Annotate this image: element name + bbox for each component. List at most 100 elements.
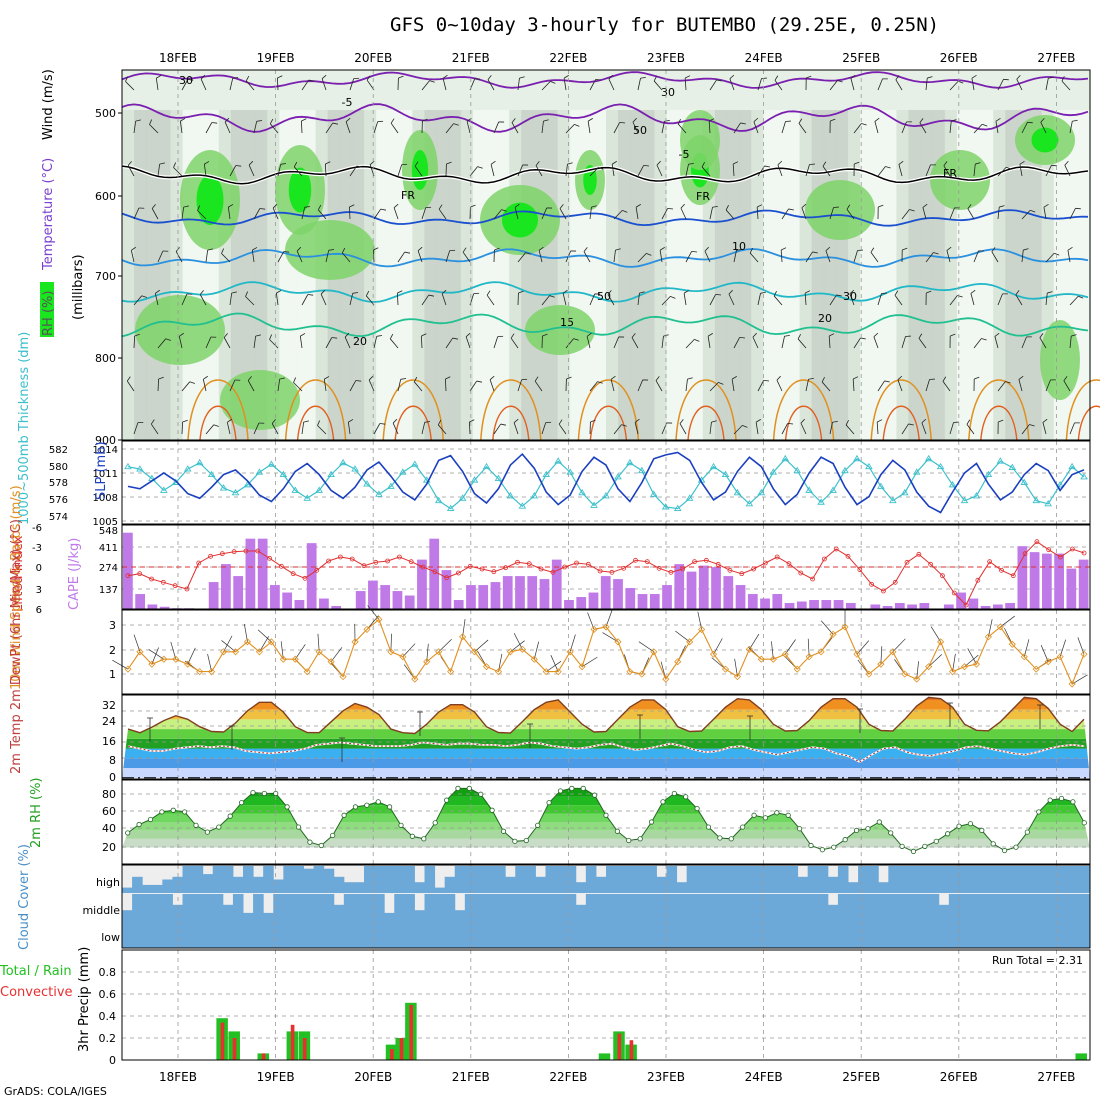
wind-barb-flag [643, 165, 650, 167]
cloud-cell [555, 866, 567, 893]
wind-barb-flag [611, 161, 617, 165]
wind-barb-staff [757, 78, 762, 91]
wind-barb [202, 375, 208, 392]
wind-10m-barb-staff [1023, 639, 1030, 657]
cloud-cell [908, 921, 920, 948]
precip-conv-bar [290, 1024, 295, 1060]
wind-barb-flag [211, 122, 218, 124]
wind-barb-flag [608, 74, 613, 80]
wind-10m-barb-staff [928, 654, 943, 667]
pressure-tick-label: 900 [95, 434, 116, 447]
wind-barb-staff [677, 123, 687, 134]
wind-barb-flag [684, 75, 691, 79]
wind-barb [563, 75, 569, 91]
rh-point [489, 807, 495, 813]
temp-ylabel: 2m Temp 2m DewPt (6hr Min/Max) (°C) [9, 519, 24, 774]
wind-barb-staff [247, 380, 255, 392]
wind-barb [922, 203, 928, 220]
cloud-cell [333, 904, 345, 921]
wind-barb [565, 123, 580, 134]
cloud-cell [525, 866, 536, 893]
wind-10m-point [972, 660, 981, 668]
rh-point [387, 804, 393, 810]
wind-barb-staff [248, 164, 255, 177]
precip-conv-bar [261, 1053, 266, 1060]
wind-10m-barb-staff [820, 620, 834, 635]
wind-barb [781, 208, 794, 220]
cloud-cell [273, 894, 284, 921]
wind-10m-barb-staff [438, 639, 452, 653]
cloud-cell [1069, 866, 1081, 893]
wind-barb-staff [901, 209, 910, 220]
wind-barb [821, 376, 831, 392]
wind-barb-staff [877, 78, 883, 91]
rh-band [533, 110, 546, 440]
wind-10m-barb [820, 620, 834, 635]
wind-barb-flag [852, 376, 859, 380]
wind-barb [781, 423, 794, 435]
wind-barb-staff [1045, 252, 1055, 263]
wind-10m-barb-staff [187, 647, 196, 665]
wind-barb-flag [349, 204, 355, 208]
page-title: GFS 0~10day 3-hourly for BUTEMBO (29.25E… [390, 14, 939, 36]
wind-barb [1019, 161, 1025, 177]
cape-bar [1054, 553, 1064, 609]
wind-barb [661, 119, 670, 134]
cloud-cell [152, 894, 163, 921]
wind-barb [757, 77, 767, 91]
contour-label: 30 [661, 86, 675, 99]
wind-barb [898, 160, 904, 177]
wind-barb-flag [417, 246, 423, 251]
wind-10m-barb [151, 647, 159, 665]
wind-barb [755, 419, 761, 435]
wind-barb [541, 333, 548, 349]
wind-10m-barb [513, 633, 523, 650]
cloud-cell [515, 921, 526, 948]
thickness-point [446, 504, 455, 512]
cloud-cell [606, 894, 617, 921]
wind-barb-staff [709, 207, 713, 220]
wind-barb [562, 289, 568, 306]
wind-barb-flag [368, 375, 374, 381]
wind-barb-staff [445, 250, 451, 263]
cape-bar [649, 594, 660, 609]
lifted-index-point [550, 569, 556, 575]
wind-barb [587, 118, 593, 134]
rh-point [694, 805, 700, 812]
cloud-cell [353, 894, 365, 921]
precip-total-label: Total / Rain [0, 964, 72, 979]
rh-point [796, 826, 803, 832]
top-date-label: 25FEB [842, 51, 880, 65]
wind-barb [1064, 160, 1071, 177]
wind-10m-barb-staff [587, 612, 595, 630]
wind-barb-flag [943, 161, 948, 166]
cloud-cell [132, 876, 143, 893]
rh-point [1070, 799, 1076, 805]
wind-barb-flag [563, 75, 569, 79]
wind-10m-barb [1059, 639, 1067, 657]
cape-bar [833, 600, 844, 609]
wind-10m-point [853, 650, 861, 658]
cloud-cell [767, 921, 778, 948]
cloud-cell [787, 921, 799, 948]
wind-10m-point [889, 648, 897, 656]
wind-barb-flag [207, 248, 213, 251]
cloud-row-label: low [101, 931, 120, 944]
wind-barb-flag [631, 333, 636, 338]
cloud-cell [595, 894, 607, 921]
wind-barb [227, 204, 234, 220]
wind-barb-flag [449, 249, 456, 251]
rh-point [1001, 847, 1008, 854]
wind-10m-point [459, 633, 467, 641]
lifted-index-point [656, 565, 662, 571]
wind-10m-barb [605, 609, 613, 628]
wind-barb-staff [685, 164, 689, 177]
wind-10m-barb [713, 638, 723, 655]
thickness-point [1056, 480, 1064, 488]
wind-barb-staff [1045, 293, 1048, 306]
lifted-index-point [715, 561, 721, 567]
rh-point [933, 838, 939, 844]
wind-barb [248, 160, 255, 177]
lifted-index-point [184, 586, 190, 592]
